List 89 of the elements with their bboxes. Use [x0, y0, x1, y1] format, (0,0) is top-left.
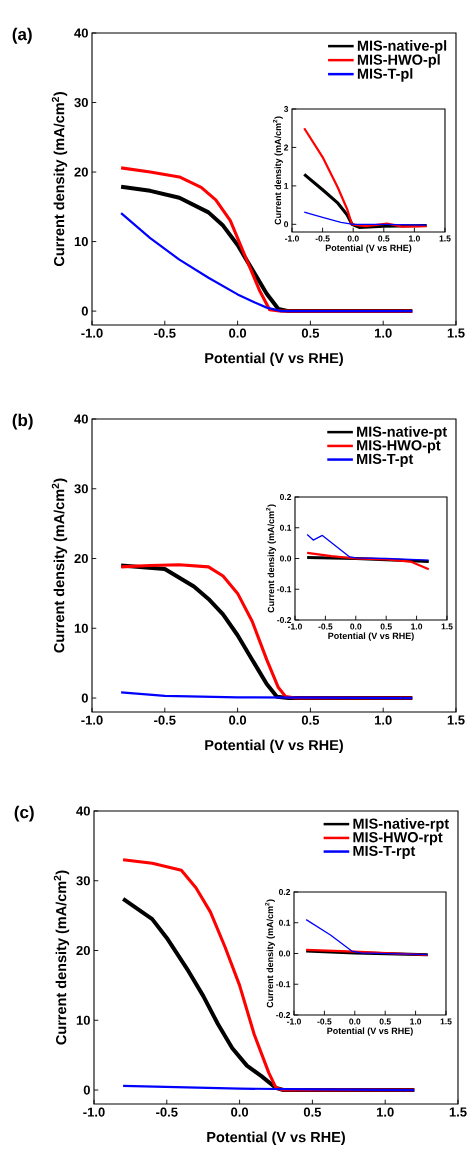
x-axis-title: Potential (V vs RHE)	[328, 632, 414, 641]
y-tick-label: 0.2	[279, 493, 292, 500]
y-axis-title: Current density (mA/cm$^{2}$)	[53, 870, 70, 1045]
x-tick-label: 1.5	[447, 328, 465, 338]
y-tick-label: -0.2	[277, 616, 292, 623]
x-tick-label: 0.0	[229, 328, 247, 338]
x-tick-label: 1.5	[449, 1107, 467, 1117]
y-tick-label: 30	[74, 97, 88, 108]
y-tick-label: 0.0	[278, 950, 291, 957]
x-tick-label: 0.0	[347, 235, 359, 242]
x-tick-label: -1.0	[81, 715, 103, 725]
legend-label: MIS-native-rpt	[353, 818, 449, 832]
y-tick-label: 10	[74, 623, 88, 633]
x-tick-label: -1.0	[287, 1018, 301, 1025]
legend-label: MIS-T-pl	[357, 68, 413, 82]
y-tick-label: 1	[284, 182, 289, 189]
y-tick-label: 10	[76, 1015, 90, 1025]
x-tick-label: -0.5	[154, 715, 176, 725]
y-tick-label: 20	[74, 167, 88, 177]
y-tick-label: 0	[81, 693, 88, 703]
y-tick-label: 10	[74, 236, 88, 247]
legend-label: MIS-T-rpt	[353, 845, 416, 859]
x-tick-label: 0.0	[350, 623, 362, 630]
legend-label: MIS-HWO-pt	[357, 440, 441, 454]
legend-label: MIS-HWO-pl	[357, 54, 440, 68]
y-tick-label: 3	[283, 106, 289, 113]
y-tick-label: 0.1	[279, 524, 292, 531]
y-tick-label: 0.0	[279, 555, 292, 562]
x-tick-label: 1.5	[441, 623, 453, 630]
x-tick-label: 1.0	[410, 1018, 422, 1025]
y-axis-title: Current density (mA/cm$^{2}$)	[51, 478, 68, 653]
x-tick-label: 0.5	[301, 328, 320, 338]
x-tick-label: -0.5	[315, 235, 330, 242]
y-tick-label: 0	[284, 221, 289, 228]
y-tick-label: 30	[76, 876, 90, 886]
y-tick-label: -0.2	[276, 1011, 291, 1018]
x-tick-label: 0.5	[301, 715, 320, 725]
x-tick-label: 0.5	[378, 235, 390, 242]
x-tick-label: 1.5	[439, 235, 451, 242]
x-tick-label: 0.5	[380, 623, 392, 630]
x-tick-label: 1.0	[374, 715, 392, 725]
x-axis-title: Potential (V vs RHE)	[207, 1131, 345, 1146]
x-tick-label: -1.0	[288, 623, 302, 630]
x-tick-label: -1.0	[285, 235, 299, 242]
text: (c)	[14, 805, 34, 822]
x-tick-label: 0.5	[379, 1018, 391, 1025]
x-tick-label: -1.0	[81, 328, 103, 338]
y-axis-title: Current density (mA/cm$^{2}$)	[266, 504, 276, 613]
x-tick-label: -0.5	[317, 1018, 332, 1025]
legend-label: MIS-T-pt	[357, 453, 414, 467]
y-tick-label: 40	[74, 414, 88, 424]
x-tick-label: 1.0	[374, 328, 392, 338]
y-tick-label: 0.1	[278, 919, 291, 926]
y-tick-label: 20	[74, 553, 88, 564]
y-tick-label: 40	[76, 806, 90, 816]
x-tick-label: 1.0	[409, 235, 420, 242]
y-tick-label: 30	[74, 484, 88, 494]
y-axis-title: Current density (mA/cm$^{2}$)	[265, 899, 275, 1008]
legend-label: MIS-native-pl	[357, 40, 447, 54]
y-tick-label: 40	[74, 28, 88, 38]
x-tick-label: 0.0	[229, 715, 247, 725]
x-axis-title: Potential (V vs RHE)	[327, 1027, 413, 1036]
y-tick-label: 0	[83, 1085, 90, 1095]
x-tick-label: -0.5	[156, 1107, 178, 1117]
y-axis-title: Current density (mA/cm$^{2}$)	[51, 92, 68, 267]
x-tick-label: 1.0	[376, 1107, 394, 1117]
x-tick-label: 1.0	[411, 623, 423, 630]
x-tick-label: -1.0	[83, 1107, 105, 1117]
legend-label: MIS-native-pt	[357, 426, 447, 440]
x-tick-label: 0.5	[303, 1107, 322, 1117]
y-tick-label: 20	[76, 945, 90, 956]
y-tick-label: 0	[81, 306, 88, 316]
x-axis-title: Potential (V vs RHE)	[205, 352, 343, 367]
x-tick-label: 0.0	[231, 1107, 249, 1117]
text: (b)	[12, 413, 33, 430]
x-tick-label: 0.0	[349, 1018, 361, 1025]
y-tick-label: 0.2	[278, 888, 291, 895]
legend-label: MIS-HWO-rpt	[353, 832, 443, 846]
x-axis-title: Potential (V vs RHE)	[325, 244, 412, 253]
y-tick-label: -0.1	[277, 586, 292, 593]
y-axis-title: Current density (mA/cm$^{2}$)	[272, 116, 283, 225]
text: (a)	[12, 27, 32, 44]
y-tick-label: 2	[284, 144, 289, 151]
x-tick-label: 1.5	[440, 1018, 452, 1025]
y-tick-label: -0.1	[276, 981, 291, 988]
x-tick-label: -0.5	[154, 328, 176, 338]
x-tick-label: 1.5	[447, 715, 465, 725]
x-tick-label: -0.5	[318, 623, 333, 630]
x-axis-title: Potential (V vs RHE)	[205, 739, 343, 754]
